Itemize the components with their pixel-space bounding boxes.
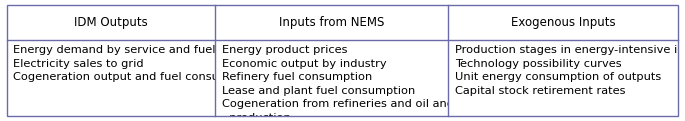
Text: Production stages in energy-intensive industries
Technology possibility curves
U: Production stages in energy-intensive in… [455,45,685,96]
Text: Energy demand by service and fuel type
Electricity sales to grid
Cogeneration ou: Energy demand by service and fuel type E… [13,45,259,82]
Text: Energy product prices
Economic output by industry
Refinery fuel consumption
Leas: Energy product prices Economic output by… [222,45,477,121]
Text: Inputs from NEMS: Inputs from NEMS [279,16,384,29]
Text: IDM Outputs: IDM Outputs [74,16,147,29]
Text: Exogenous Inputs: Exogenous Inputs [511,16,615,29]
